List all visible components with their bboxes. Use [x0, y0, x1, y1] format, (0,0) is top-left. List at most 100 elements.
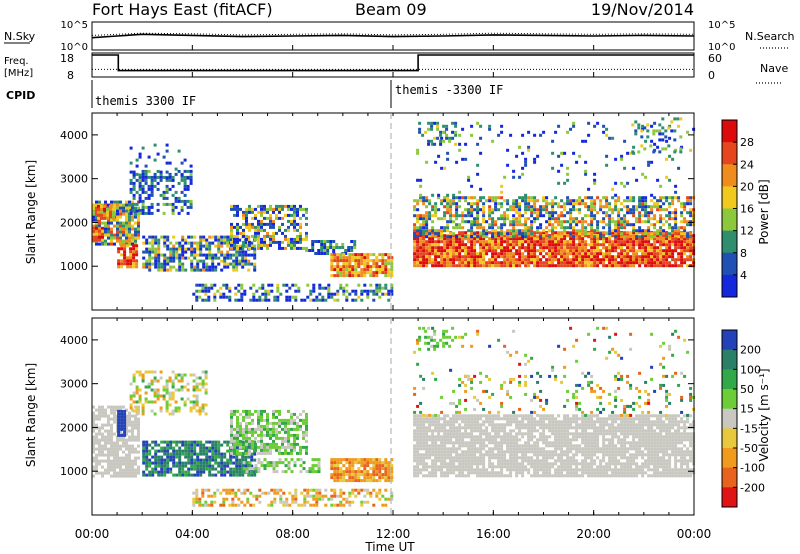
range-cell — [196, 268, 200, 272]
range-cell — [129, 181, 133, 185]
range-cell — [524, 208, 528, 212]
range-cell — [294, 497, 298, 501]
range-cell — [107, 462, 110, 466]
range-cell — [305, 412, 308, 416]
range-cell — [442, 124, 446, 128]
range-cell — [275, 448, 278, 452]
range-cell — [451, 130, 455, 134]
range-cell — [572, 258, 576, 262]
range-cell — [192, 503, 196, 507]
range-cell — [241, 253, 245, 257]
range-cell — [267, 292, 271, 296]
range-cell — [110, 441, 113, 445]
range-cell — [608, 252, 612, 256]
range-cell — [605, 211, 609, 215]
range-cell — [635, 240, 639, 244]
range-cell — [419, 264, 423, 268]
range-cell — [419, 214, 423, 218]
range-cell — [455, 235, 459, 239]
range-cell — [284, 246, 287, 250]
range-cell — [617, 261, 621, 265]
range-cell — [166, 464, 170, 468]
range-cell — [656, 145, 660, 149]
range-cell — [387, 464, 391, 468]
range-cell — [175, 241, 179, 245]
range-cell — [575, 229, 579, 233]
range-cell — [515, 229, 519, 233]
range-cell — [181, 464, 185, 468]
freq-unit-label: [MHz] — [4, 68, 33, 79]
range-cell — [524, 160, 528, 164]
range-cell — [104, 444, 107, 448]
range-cell — [214, 256, 218, 260]
range-cell — [137, 224, 140, 228]
range-cell — [138, 196, 142, 200]
range-cell — [500, 264, 504, 268]
range-cell — [518, 196, 522, 200]
range-cell — [269, 222, 272, 226]
range-cell — [95, 426, 98, 430]
range-cell — [264, 298, 268, 302]
range-cell — [339, 253, 343, 257]
range-cell — [131, 236, 134, 240]
range-cell — [578, 252, 582, 256]
range-cell — [620, 220, 624, 224]
range-cell — [330, 265, 334, 269]
range-cell — [187, 473, 191, 477]
range-cell — [673, 117, 677, 121]
range-cell — [113, 224, 116, 228]
range-cell — [425, 264, 429, 268]
range-cell — [599, 205, 603, 209]
range-cell — [413, 243, 417, 247]
range-cell — [230, 222, 233, 226]
range-cell — [422, 255, 426, 259]
range-cell — [428, 255, 432, 259]
range-cell — [132, 376, 136, 380]
range-cell — [122, 203, 125, 207]
range-cell — [109, 213, 112, 217]
range-cell — [131, 429, 134, 433]
range-cell — [464, 246, 468, 250]
range-cell — [686, 196, 690, 200]
range-cell — [372, 476, 376, 480]
range-cell — [500, 184, 504, 188]
range-cell — [141, 412, 145, 416]
range-cell — [135, 253, 139, 257]
range-cell — [569, 226, 573, 230]
range-cell — [190, 253, 194, 257]
range-cell — [266, 234, 269, 238]
range-cell — [336, 274, 340, 278]
range-cell — [242, 228, 245, 232]
range-cell — [163, 452, 167, 456]
range-cell — [664, 129, 668, 133]
range-cell — [245, 243, 248, 247]
range-cell — [608, 220, 612, 224]
range-cell — [150, 190, 154, 194]
range-cell — [449, 246, 453, 250]
range-cell — [536, 231, 540, 235]
range-cell — [225, 295, 229, 299]
range-cell — [154, 455, 158, 459]
range-cell — [378, 271, 382, 275]
range-cell — [95, 218, 98, 222]
range-cell — [419, 234, 423, 238]
range-cell — [299, 222, 302, 226]
range-cell — [542, 249, 546, 253]
range-cell — [431, 229, 435, 233]
range-cell — [120, 265, 124, 269]
range-cell — [626, 151, 630, 155]
range-cell — [204, 403, 208, 407]
range-cell — [515, 237, 519, 241]
range-cell — [293, 207, 296, 211]
range-cell — [245, 415, 248, 419]
range-cell — [163, 256, 167, 260]
range-cell — [593, 172, 597, 176]
range-cell — [202, 238, 206, 242]
range-cell — [671, 231, 675, 235]
range-cell — [674, 190, 678, 194]
range-cell — [596, 226, 600, 230]
range-cell — [506, 208, 510, 212]
range-cell — [503, 232, 507, 236]
range-cell — [653, 249, 657, 253]
range-cell — [494, 223, 498, 227]
